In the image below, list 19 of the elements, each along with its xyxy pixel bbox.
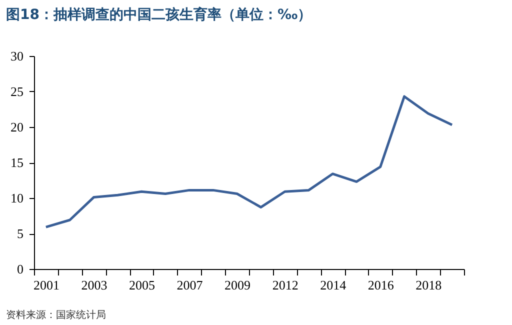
y-tick-label: 20 <box>10 120 24 134</box>
x-tick-label: 2001 <box>33 278 60 292</box>
x-tick-label: 2007 <box>176 278 204 292</box>
y-tick-label: 30 <box>10 48 24 64</box>
y-tick-label: 10 <box>10 190 24 206</box>
y-tick-label: 5 <box>17 226 24 241</box>
x-tick-label: 2005 <box>129 278 155 292</box>
y-tick-label: 15 <box>10 155 24 170</box>
y-tick-label: 0 <box>17 262 24 276</box>
x-tick-label: 2003 <box>81 278 108 292</box>
x-tick-label: 2009 <box>224 278 251 292</box>
line-series <box>44 95 454 228</box>
text: 资料来源：国家统计局 <box>6 308 106 322</box>
x-tick-label: 2012 <box>272 278 298 292</box>
x-tick-label: 2018 <box>416 278 442 292</box>
y-tick-label: 25 <box>10 84 24 99</box>
x-tick-label: 2014 <box>320 278 347 292</box>
chart-title: 图18：抽样调查的中国二孩生育率（单位：‰） <box>6 6 312 24</box>
x-tick-label: 2016 <box>368 278 394 292</box>
